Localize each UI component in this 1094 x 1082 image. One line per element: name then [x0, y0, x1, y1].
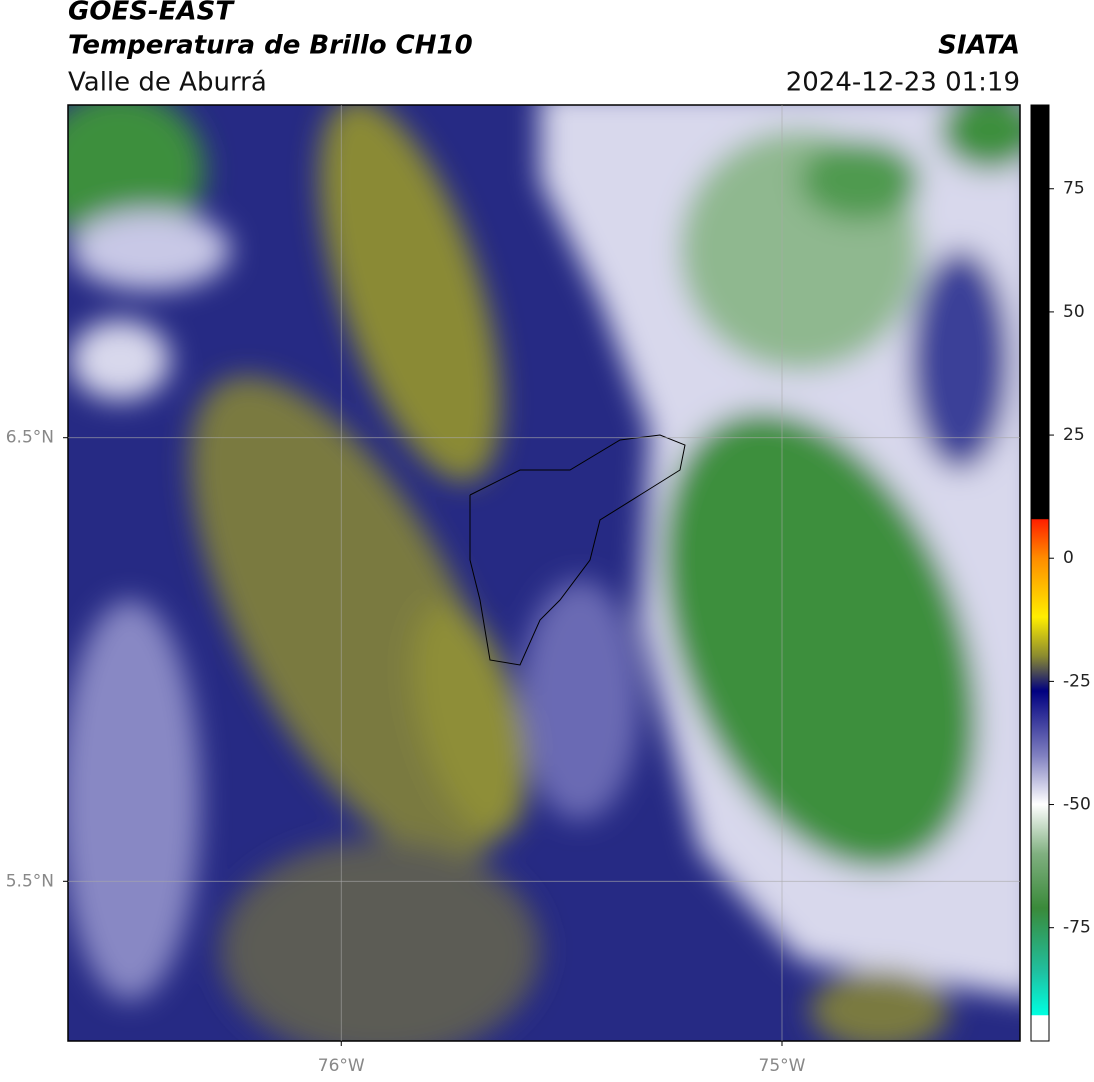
region: Valle de Aburrá [68, 68, 267, 98]
colorbar-tick-label: 25 [1063, 425, 1085, 445]
datetime: 2024-12-23 01:19 [786, 68, 1020, 98]
colorbar-tick-label: 50 [1063, 302, 1085, 322]
colorbar-tick-label: -50 [1063, 795, 1091, 815]
map-image [68, 105, 1020, 1041]
subtitle: Temperatura de Brillo CH10 [68, 31, 473, 61]
y-tick-label: 6.5°N [6, 428, 54, 448]
x-tick-label: 76°W [318, 1056, 365, 1076]
ticks: 76°W 75°W 6.5°N 5.5°N 75 50 25 0 -25 -50 -75 [6, 105, 1091, 1076]
colorbar-tick-label: 0 [1063, 548, 1074, 568]
title: GOES-EAST [68, 0, 235, 27]
colorbar-tick-label: -75 [1063, 918, 1091, 938]
colorbar-tick-label: 75 [1063, 179, 1085, 199]
colorbar-tick-label: -25 [1063, 671, 1091, 691]
source: SIATA [938, 31, 1020, 61]
map-frame [67, 104, 1021, 1042]
x-tick-label: 75°W [759, 1056, 806, 1076]
y-tick-label: 5.5°N [6, 871, 54, 891]
colorbar [1030, 104, 1050, 1042]
